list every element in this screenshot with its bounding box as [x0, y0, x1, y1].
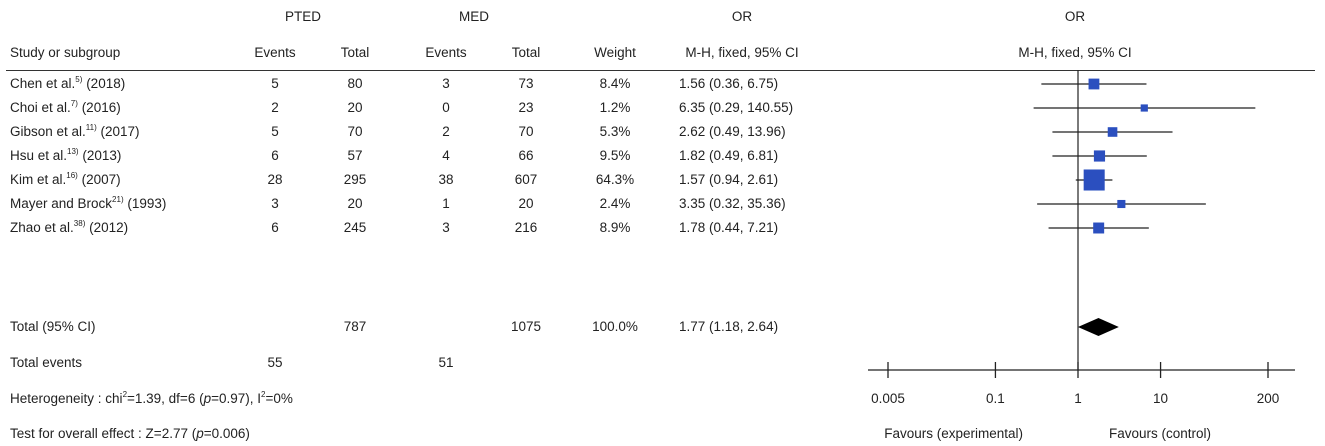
events-pted: 3 [271, 196, 279, 211]
study-name: Mayer and Brock21) (1993) [10, 195, 167, 212]
total-pted: 20 [347, 100, 363, 115]
events-pted: 5 [271, 124, 279, 139]
study-square [1093, 222, 1105, 234]
weight-header: Weight [594, 45, 636, 60]
study-name: Gibson et al.11) (2017) [10, 123, 140, 140]
or-plot-header: OR [1064, 9, 1086, 24]
total-weight: 100.0% [592, 319, 638, 334]
heterogeneity-text: Heterogeneity : chi2=1.39, df=6 (p=0.97)… [10, 390, 293, 407]
total-pted: 245 [343, 220, 367, 235]
total-pted: 57 [347, 148, 363, 163]
study-square [1107, 127, 1118, 137]
events-med: 1 [442, 196, 450, 211]
pooled-diamond [1077, 318, 1119, 336]
study-square [1117, 199, 1126, 209]
events1-header: Events [254, 45, 296, 60]
weight-value: 1.2% [599, 100, 631, 115]
total-med: 23 [518, 100, 534, 115]
events-med: 2 [442, 124, 450, 139]
header-divider [6, 70, 1315, 71]
events-med: 3 [442, 220, 450, 235]
study-name: Kim et al.16) (2007) [10, 171, 121, 188]
total-ci-text: 1.77 (1.18, 2.64) [679, 319, 779, 334]
total-med: 73 [518, 76, 534, 91]
or-ci-text: 2.62 (0.49, 13.96) [679, 124, 786, 139]
total-pted: 295 [343, 172, 367, 187]
total1-header: Total [340, 45, 370, 60]
events-pted: 6 [271, 220, 279, 235]
group1-header: PTED [284, 9, 322, 24]
study-name: Chen et al.5) (2018) [10, 75, 126, 92]
study-square [1088, 78, 1100, 90]
total-label: Total (95% CI) [10, 319, 96, 334]
total-pted: 80 [347, 76, 363, 91]
events-med: 3 [442, 76, 450, 91]
axis-tick-label: 10 [1153, 391, 1169, 406]
events-e2: 51 [438, 355, 454, 370]
or-ci-text: 1.78 (0.44, 7.21) [679, 220, 779, 235]
overall-effect-text: Test for overall effect : Z=2.77 (p=0.00… [10, 426, 250, 441]
weight-value: 2.4% [599, 196, 631, 211]
or-ci-text: 1.57 (0.94, 2.61) [679, 172, 779, 187]
favours-left: Favours (experimental) [884, 426, 1023, 441]
total-t1: 787 [343, 319, 367, 334]
total-pted: 70 [347, 124, 363, 139]
total2-header: Total [511, 45, 541, 60]
weight-value: 64.3% [595, 172, 635, 187]
axis-tick-label: 0.005 [871, 391, 905, 406]
weight-value: 9.5% [599, 148, 631, 163]
events-label: Total events [10, 355, 83, 370]
method-plot-header: M-H, fixed, 95% CI [1018, 45, 1132, 60]
study-square [1140, 104, 1148, 112]
events-e1: 55 [267, 355, 283, 370]
study-name: Choi et al.7) (2016) [10, 99, 121, 116]
weight-value: 8.4% [599, 76, 631, 91]
total-med: 216 [514, 220, 538, 235]
axis-tick-label: 1 [1074, 391, 1082, 406]
axis-tick-label: 0.1 [986, 391, 1005, 406]
axis-tick-label: 200 [1256, 391, 1280, 406]
events-med: 4 [442, 148, 450, 163]
total-med: 607 [514, 172, 538, 187]
events-pted: 5 [271, 76, 279, 91]
or-ci-text: 1.56 (0.36, 6.75) [679, 76, 779, 91]
events-med: 38 [438, 172, 454, 187]
or-ci-text: 3.35 (0.32, 35.36) [679, 196, 786, 211]
events-med: 0 [442, 100, 450, 115]
study-square [1083, 169, 1105, 191]
study-square [1093, 150, 1106, 162]
events-pted: 6 [271, 148, 279, 163]
or-ci-text: 6.35 (0.29, 140.55) [679, 100, 794, 115]
or-ci-text: 1.82 (0.49, 6.81) [679, 148, 779, 163]
total-med: 20 [518, 196, 534, 211]
events2-header: Events [425, 45, 467, 60]
total-med: 66 [518, 148, 534, 163]
events-pted: 2 [271, 100, 279, 115]
method-header: M-H, fixed, 95% CI [685, 45, 799, 60]
total-t2: 1075 [510, 319, 542, 334]
weight-value: 8.9% [599, 220, 631, 235]
total-pted: 20 [347, 196, 363, 211]
weight-value: 5.3% [599, 124, 631, 139]
or-column-header: OR [731, 9, 753, 24]
total-med: 70 [518, 124, 534, 139]
favours-right: Favours (control) [1108, 426, 1212, 441]
group2-header: MED [459, 9, 489, 24]
study-name: Hsu et al.13) (2013) [10, 147, 122, 164]
events-pted: 28 [267, 172, 283, 187]
study-column-header: Study or subgroup [10, 45, 121, 60]
study-name: Zhao et al.38) (2012) [10, 219, 129, 236]
